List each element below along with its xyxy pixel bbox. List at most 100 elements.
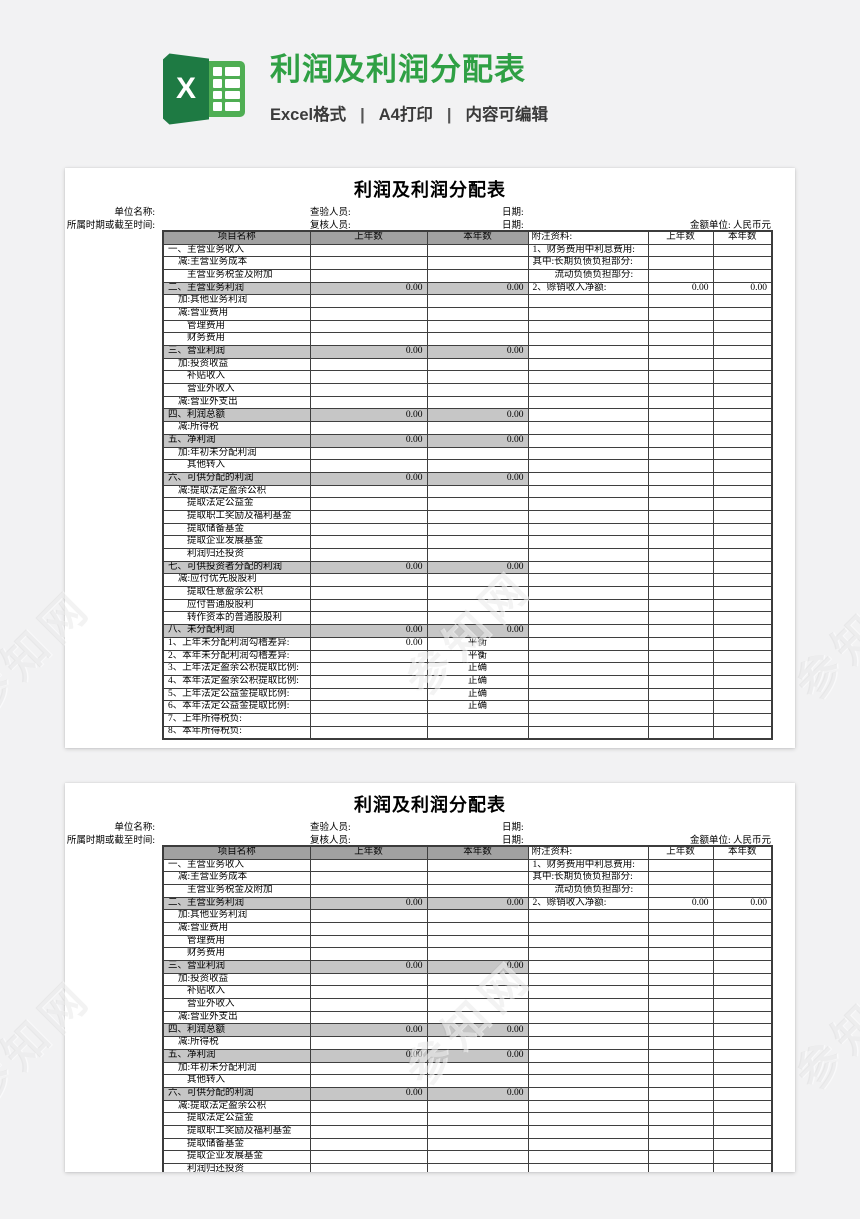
excel-icon-cell	[225, 102, 240, 111]
product-features: Excel格式 | A4打印 | 内容可编辑	[270, 101, 548, 125]
item-name-cell: 减:营业费用	[162, 921, 311, 936]
table-row: 1、上年未分配利润勾稽差异: 0.00 平衡	[162, 636, 773, 651]
cur-year-cell: 正确	[426, 700, 529, 714]
prev-year-cell	[309, 509, 428, 524]
item-name-cell: 财务费用	[162, 947, 311, 961]
note-prev-year-cell: 0.00	[647, 281, 714, 296]
col-item-name: 项目名称	[162, 845, 311, 860]
note-prev-year-cell	[647, 1124, 714, 1139]
prev-year-cell	[309, 1099, 428, 1114]
note-cur-year-cell	[712, 509, 773, 524]
note-cur-year-cell	[712, 1086, 773, 1101]
cur-year-cell	[426, 332, 529, 346]
cur-year-cell	[426, 1036, 529, 1050]
cur-year-cell	[426, 1124, 529, 1139]
item-name-cell: 提取储备基金	[162, 1137, 311, 1152]
cur-year-cell	[426, 934, 529, 949]
item-name-cell: 财务费用	[162, 332, 311, 346]
note-prev-year-cell	[647, 1099, 714, 1114]
prev-year-cell: 0.00	[309, 345, 428, 359]
item-name-cell: 提取企业发展基金	[162, 1150, 311, 1164]
note-prev-year-cell	[647, 972, 714, 987]
note-prev-year-cell	[647, 960, 714, 974]
note-name-cell	[527, 408, 649, 423]
note-name-cell	[527, 509, 649, 524]
prev-year-cell	[309, 370, 428, 385]
table-row: 加:其他业务利润	[162, 909, 773, 923]
cur-year-cell	[426, 1112, 529, 1126]
col-cur-year: 本年数	[426, 845, 529, 860]
note-prev-year-cell	[647, 700, 714, 714]
table-row: 提取企业发展基金	[162, 535, 773, 549]
note-prev-year-cell	[647, 243, 714, 258]
table-header-row: 项目名称 上年数 本年数 附注资料: 上年数 本年数	[162, 230, 773, 245]
note-prev-year-cell	[647, 624, 714, 638]
cur-year-cell	[426, 395, 529, 410]
item-name-cell: 4、本年法定盈余公积提取比例:	[162, 674, 311, 689]
note-name-cell	[527, 998, 649, 1012]
currency-unit-label: 金额单位: 人民币元	[689, 221, 771, 231]
note-cur-year-cell	[712, 306, 773, 321]
reviewer-label: 复核人员:	[310, 221, 351, 231]
prev-year-cell	[309, 858, 428, 873]
note-name-cell: 2、赊销收入净额:	[527, 896, 649, 911]
note-prev-year-cell	[647, 548, 714, 562]
period-label: 所属时期或截至时间:	[66, 836, 155, 846]
note-prev-year-cell	[647, 1137, 714, 1152]
item-name-cell: 提取企业发展基金	[162, 535, 311, 549]
note-cur-year-cell	[712, 947, 773, 961]
note-prev-year-cell	[647, 1036, 714, 1050]
cur-year-cell	[426, 484, 529, 499]
note-cur-year-cell	[712, 1112, 773, 1126]
cur-year-cell	[426, 909, 529, 923]
note-cur-year-cell	[712, 484, 773, 499]
table-row: 管理费用	[162, 934, 773, 949]
prev-year-cell	[309, 306, 428, 321]
note-name-cell	[527, 1010, 649, 1025]
note-prev-year-cell	[647, 484, 714, 499]
reviewer-label: 复核人员:	[310, 836, 351, 846]
note-cur-year-cell	[712, 1023, 773, 1038]
table-row: 六、可供分配的利润 0.00 0.00	[162, 471, 773, 486]
table-row: 减:应付优先股股利	[162, 573, 773, 588]
table-row: 减:提取法定盈余公积	[162, 484, 773, 499]
note-name-cell	[527, 548, 649, 562]
note-name-cell	[527, 624, 649, 638]
sheet-preview-page-1: 利润及利润分配表 单位名称: 所属时期或截至时间: 查验人员: 复核人员: 日期…	[65, 168, 795, 748]
item-name-cell: 补贴收入	[162, 370, 311, 385]
sheet-preview-page-2: 利润及利润分配表 单位名称: 所属时期或截至时间: 查验人员: 复核人员: 日期…	[65, 783, 795, 1172]
cur-year-cell	[426, 535, 529, 549]
table-row: 利润归还投资	[162, 1163, 773, 1172]
note-cur-year-cell	[712, 725, 773, 740]
prev-year-cell	[309, 1010, 428, 1025]
table-header-row: 项目名称 上年数 本年数 附注资料: 上年数 本年数	[162, 845, 773, 860]
note-prev-year-cell	[647, 268, 714, 283]
note-cur-year-cell: 0.00	[712, 281, 773, 296]
table-row: 8、本年所得税负:	[162, 725, 773, 740]
note-prev-year-cell	[647, 522, 714, 537]
table-row: 提取职工奖励及福利基金	[162, 1124, 773, 1139]
table-row: 3、上年法定盈余公积提取比例: 正确	[162, 662, 773, 676]
item-name-cell: 转作资本的普通股股利	[162, 611, 311, 626]
cur-year-cell: 0.00	[426, 1023, 529, 1038]
note-prev-year-cell	[647, 509, 714, 524]
prev-year-cell	[309, 1137, 428, 1152]
item-name-cell: 其他转入	[162, 459, 311, 473]
note-name-cell	[527, 909, 649, 923]
item-name-cell: 减:所得税	[162, 1036, 311, 1050]
note-prev-year-cell	[647, 306, 714, 321]
table-row: 减:所得税	[162, 421, 773, 435]
note-prev-year-cell	[647, 921, 714, 936]
prev-year-cell: 0.00	[309, 408, 428, 423]
edit-badge: 内容可编辑	[465, 106, 548, 124]
cur-year-cell: 0.00	[426, 960, 529, 974]
note-name-cell	[527, 573, 649, 588]
note-prev-year-cell	[647, 909, 714, 923]
note-name-cell	[527, 700, 649, 714]
table-row: 四、利润总额 0.00 0.00	[162, 1023, 773, 1038]
note-prev-year-cell	[647, 370, 714, 385]
excel-icon-cell	[225, 78, 240, 88]
note-name-cell	[527, 985, 649, 1000]
note-prev-year-cell	[647, 294, 714, 308]
table-row: 加:其他业务利润	[162, 294, 773, 308]
